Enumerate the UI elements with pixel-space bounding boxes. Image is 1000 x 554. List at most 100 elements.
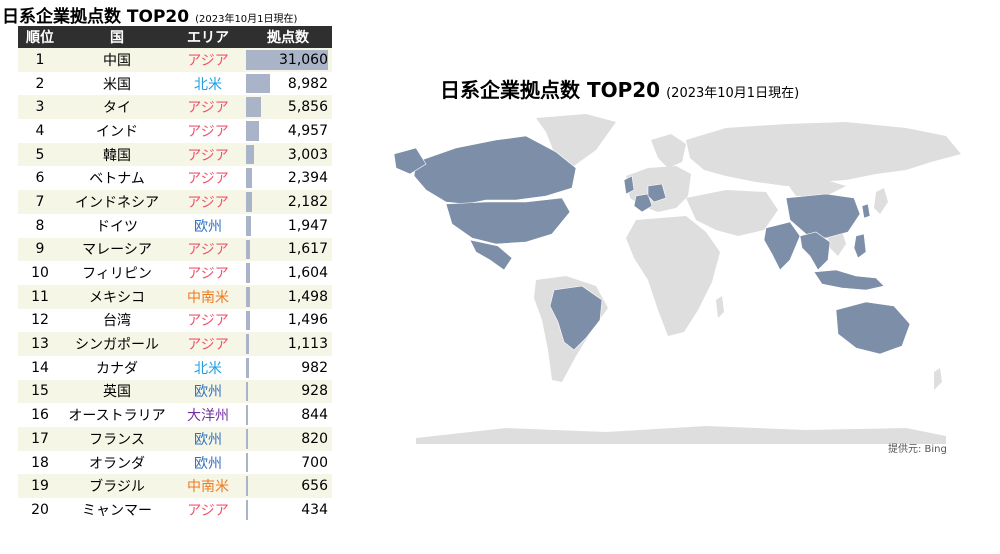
world-map <box>393 114 961 444</box>
country-cell: マレーシア <box>62 237 172 262</box>
country-brazil <box>549 285 603 351</box>
country-cell: 韓国 <box>62 142 172 167</box>
map-credit: 提供元: Bing <box>888 444 947 455</box>
area-cell: アジア <box>172 142 244 167</box>
count-label: 1,498 <box>287 288 328 305</box>
rank-cell: 12 <box>18 308 62 333</box>
count-cell: 1,496 <box>244 308 332 333</box>
header-area: エリア <box>172 26 244 48</box>
count-cell: 2,394 <box>244 166 332 191</box>
count-cell: 1,947 <box>244 213 332 238</box>
table-row: 2 米国 北米 8,982 <box>18 71 332 96</box>
count-bar <box>246 452 248 473</box>
land-scandinavia <box>651 134 686 168</box>
count-cell: 434 <box>244 498 332 522</box>
count-label: 820 <box>301 430 328 447</box>
count-label: 2,394 <box>287 170 328 187</box>
count-label: 1,113 <box>287 336 328 353</box>
country-china <box>785 193 861 239</box>
country-cell: インドネシア <box>62 190 172 214</box>
country-cell: カナダ <box>62 355 172 380</box>
country-cell: ミャンマー <box>62 498 172 522</box>
count-bar <box>246 121 260 141</box>
count-cell: 1,617 <box>244 237 332 262</box>
country-mexico <box>469 239 513 271</box>
map-title-main: 日系企業拠点数 TOP20 <box>440 78 661 102</box>
rank-cell: 6 <box>18 166 62 191</box>
count-bar <box>246 97 262 118</box>
table-title-date: (2023年10月1日現在) <box>195 14 298 25</box>
count-label: 700 <box>301 454 328 471</box>
country-indonesia <box>813 269 885 291</box>
count-cell: 3,003 <box>244 142 332 167</box>
rank-cell: 2 <box>18 71 62 96</box>
table-row: 18 オランダ 欧州 700 <box>18 450 332 475</box>
table-row: 4 インド アジア 4,957 <box>18 119 332 143</box>
count-bar <box>246 263 251 283</box>
rank-cell: 13 <box>18 332 62 356</box>
country-australia <box>835 301 911 355</box>
count-bar <box>246 310 250 331</box>
area-cell: 北米 <box>172 355 244 380</box>
count-label: 1,947 <box>287 217 328 234</box>
table-row: 20 ミャンマー アジア 434 <box>18 498 332 522</box>
rank-cell: 1 <box>18 48 62 72</box>
count-bar <box>246 381 249 402</box>
table-row: 17 フランス 欧州 820 <box>18 427 332 451</box>
count-cell: 8,982 <box>244 71 332 96</box>
land-mongolia <box>786 180 846 196</box>
table-title: 日系企業拠点数 TOP20 (2023年10月1日現在) <box>2 2 298 27</box>
area-cell: アジア <box>172 119 244 143</box>
rank-cell: 9 <box>18 237 62 262</box>
land-madagascar <box>716 296 724 318</box>
country-cell: メキシコ <box>62 284 172 309</box>
count-label: 928 <box>301 383 328 400</box>
land-greenland <box>536 114 616 168</box>
table-header-row: 順位 国 エリア 拠点数 <box>18 26 332 48</box>
country-cell: ブラジル <box>62 474 172 499</box>
rank-cell: 11 <box>18 284 62 309</box>
area-cell: アジア <box>172 332 244 356</box>
count-cell: 2,182 <box>244 190 332 214</box>
table-row: 16 オーストラリア 大洋州 844 <box>18 403 332 427</box>
table-row: 1 中国 アジア 31,060 <box>18 48 332 72</box>
count-cell: 820 <box>244 427 332 451</box>
country-cell: ベトナム <box>62 166 172 191</box>
country-cell: 英国 <box>62 379 172 404</box>
count-label: 1,617 <box>287 241 328 258</box>
map-title-date: (2023年10月1日現在) <box>666 86 800 101</box>
area-cell: アジア <box>172 48 244 72</box>
count-label: 2,182 <box>287 193 328 210</box>
count-label: 3,003 <box>287 146 328 163</box>
area-cell: 欧州 <box>172 379 244 404</box>
rank-cell: 17 <box>18 427 62 451</box>
header-country: 国 <box>62 26 172 48</box>
count-bar <box>246 500 248 520</box>
table-row: 8 ドイツ 欧州 1,947 <box>18 213 332 238</box>
country-cell: フランス <box>62 427 172 451</box>
rank-cell: 8 <box>18 213 62 238</box>
count-bar <box>246 429 249 449</box>
table-body: 1 中国 アジア 31,060 2 米国 北米 8,982 3 タイ アジア 5,856 4 インド アジア… <box>18 48 332 522</box>
count-bar <box>246 334 249 354</box>
area-cell: 欧州 <box>172 213 244 238</box>
area-cell: 欧州 <box>172 450 244 475</box>
country-canada <box>413 135 577 205</box>
count-label: 4,957 <box>287 122 328 139</box>
count-cell: 31,060 <box>244 48 332 72</box>
count-cell: 4,957 <box>244 119 332 143</box>
country-india <box>763 221 801 271</box>
country-cell: シンガポール <box>62 332 172 356</box>
count-cell: 700 <box>244 450 332 475</box>
country-cell: オーストラリア <box>62 403 172 427</box>
table-row: 10 フィリピン アジア 1,604 <box>18 261 332 285</box>
count-bar <box>246 215 252 236</box>
count-label: 31,060 <box>279 51 328 68</box>
area-cell: 北米 <box>172 71 244 96</box>
count-cell: 1,498 <box>244 284 332 309</box>
count-label: 844 <box>301 407 328 424</box>
area-cell: 欧州 <box>172 427 244 451</box>
count-bar <box>246 405 249 425</box>
country-indochina <box>799 231 831 271</box>
table-row: 19 ブラジル 中南米 656 <box>18 474 332 499</box>
